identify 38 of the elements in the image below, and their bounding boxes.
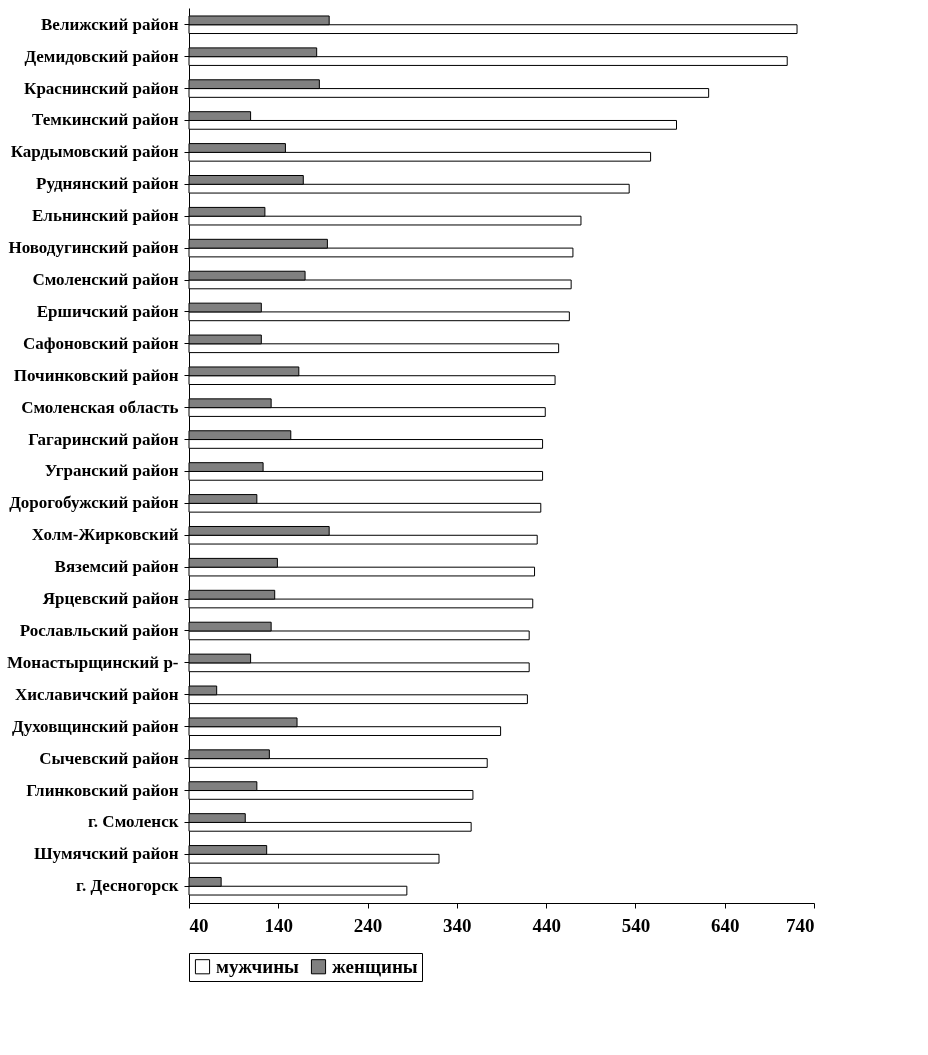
y-tick-label: Починковский район — [13, 365, 179, 385]
y-tick-label: Краснинский район — [24, 78, 179, 98]
x-tick-label: 340 — [443, 914, 472, 936]
y-tick-label: Демидовский район — [24, 46, 179, 66]
y-tick-label: Смоленская область — [21, 397, 179, 417]
y-tick-label: Ярцевский район — [42, 589, 179, 609]
x-tick-label: 540 — [621, 914, 651, 936]
y-tick-label: Вяземсий район — [54, 557, 179, 577]
y-tick-label: Новодугинский район — [8, 238, 179, 258]
x-tick-label: 740 — [786, 914, 815, 936]
y-tick-label: Хиславичский район — [15, 684, 179, 704]
y-tick-label: Руднянский район — [36, 174, 179, 194]
y-tick-label: Ельнинский район — [32, 206, 179, 226]
y-tick-label: Духовщинский район — [12, 716, 179, 736]
legend-label: женщины — [332, 955, 418, 977]
y-tick-label: Монастырщинский р- — [7, 652, 179, 672]
y-tick-label: Темкинский район — [32, 110, 179, 130]
x-tick-label: 40 — [189, 914, 209, 936]
x-tick-label: 640 — [710, 914, 740, 936]
y-tick-label: г. Десногорск — [76, 876, 179, 896]
y-tick-label: Дорогобужский район — [9, 493, 179, 513]
y-tick-label: Гагаринский район — [28, 429, 179, 449]
x-tick-label: 440 — [532, 914, 561, 936]
legend-label: мужчины — [216, 955, 300, 977]
y-tick-label: Угранский район — [44, 461, 179, 481]
y-tick-label: Глинковский район — [26, 780, 179, 800]
y-tick-label: Смоленский район — [32, 270, 179, 290]
x-tick-label: 140 — [264, 914, 294, 936]
y-tick-label: Ершичский район — [36, 301, 179, 321]
y-tick-label: Сафоновский район — [22, 333, 179, 353]
y-tick-label: Холм-Жирковский — [31, 525, 179, 545]
y-tick-label: Сычевский район — [39, 748, 179, 768]
y-tick-label: Рославльский район — [19, 620, 179, 640]
y-tick-label: Шумячский район — [33, 844, 179, 864]
y-tick-label: Велижский район — [41, 14, 179, 34]
y-tick-label: Кардымовский район — [10, 142, 179, 162]
x-tick-label: 240 — [353, 914, 383, 936]
y-tick-label: г. Смоленск — [88, 812, 179, 832]
